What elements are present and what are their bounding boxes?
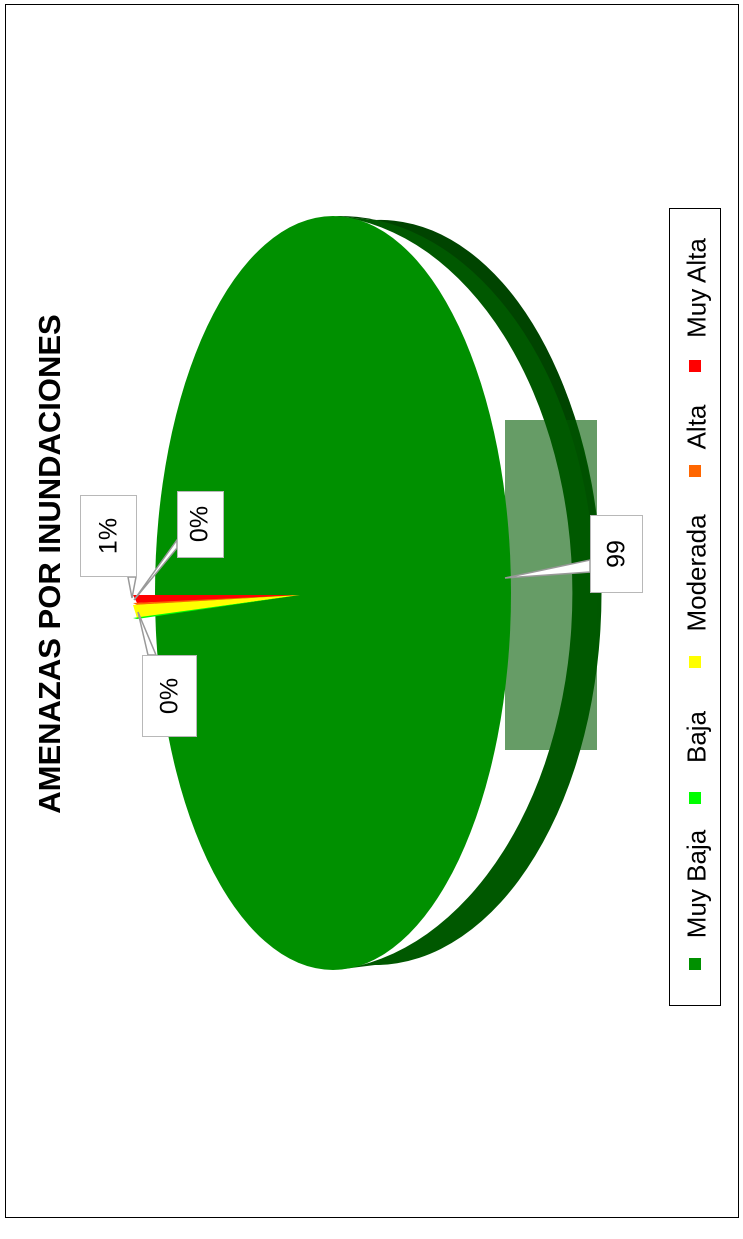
leader-muy-alta [127, 576, 137, 599]
data-label-box-muy-baja [590, 515, 643, 593]
legend-item-baja: Baja [681, 710, 712, 764]
data-label-moderada: 0% [155, 677, 184, 715]
legend-swatch-alta [689, 465, 701, 477]
legend-swatch-moderada [689, 656, 701, 668]
data-label-alta: 0% [185, 505, 214, 543]
legend-item-alta: Alta [681, 404, 712, 450]
legend-swatch-muy-alta [689, 360, 701, 372]
pie-slice-baja [133, 595, 300, 619]
legend-item-muy-alta: Muy Alta [681, 238, 712, 338]
pie-side-rim [505, 420, 597, 750]
legend-item-muy-baja: Muy Baja [681, 829, 712, 939]
data-label-muy-alta: 1% [94, 517, 123, 555]
data-label-box-moderada [142, 655, 197, 737]
leader-moderada [137, 611, 158, 656]
data-label-box-muy-alta [80, 495, 137, 577]
legend-item-moderada: Moderada [681, 514, 712, 632]
pie-slice-muy-baja [155, 216, 511, 970]
legend-swatch-baja [689, 792, 701, 804]
chart-title: AMENAZAS POR INUNDACIONES [32, 314, 67, 814]
data-label-box-alta [177, 491, 224, 558]
data-label-muy-baja: 99 [602, 540, 631, 568]
legend-swatch-muy-baja [689, 958, 701, 970]
legend [669, 208, 721, 1006]
